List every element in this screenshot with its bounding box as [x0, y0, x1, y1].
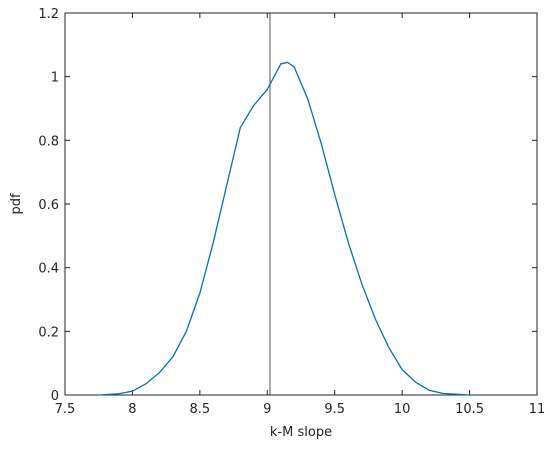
x-tick-label: 10 [394, 402, 411, 417]
x-axis-label: k-M slope [270, 425, 332, 440]
x-tick-label: 7.5 [55, 402, 76, 417]
x-tick-label: 11 [529, 402, 546, 417]
y-tick-label: 0.6 [38, 198, 59, 213]
y-tick-label: 1.2 [38, 7, 59, 22]
x-tick-label: 9.5 [324, 402, 345, 417]
x-tick-label: 8.5 [190, 402, 211, 417]
y-tick-label: 0.4 [38, 262, 59, 277]
x-tick-label: 9 [263, 402, 271, 417]
line-series [98, 61, 470, 396]
x-tick-label: 10.5 [455, 402, 484, 417]
y-tick-label: 0.2 [38, 325, 59, 340]
plot-area [64, 12, 538, 396]
x-tick-label: 8 [128, 402, 136, 417]
y-tick-label: 0 [51, 389, 59, 404]
y-axis-label: pdf [9, 193, 24, 215]
y-tick-label: 0.8 [38, 134, 59, 149]
y-tick-label: 1 [51, 71, 59, 86]
